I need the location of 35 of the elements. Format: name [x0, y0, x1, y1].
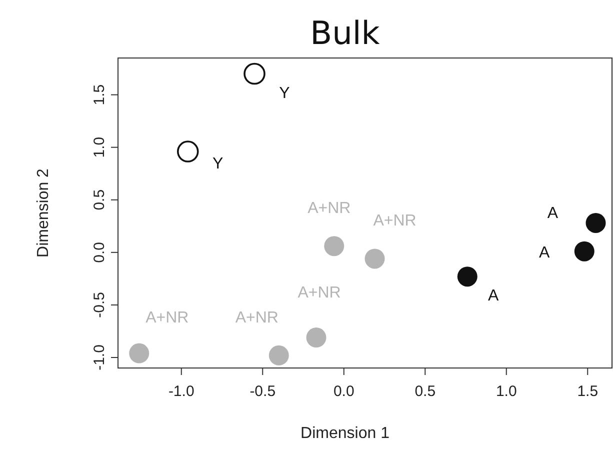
annotation: A: [547, 204, 558, 222]
annotation: A+NR: [235, 309, 278, 326]
y-tick-label: -1.0: [91, 344, 108, 370]
y-tick-label: 0.0: [91, 242, 108, 263]
annotation: A+NR: [146, 309, 189, 326]
annotation: A: [539, 244, 550, 262]
point: [306, 328, 326, 348]
point: [586, 212, 606, 233]
point: [324, 236, 344, 256]
annotation: A+NR: [373, 212, 416, 230]
x-tick-label: -1.0: [168, 383, 194, 400]
annotation: A+NR: [308, 200, 351, 218]
annotation: Y: [212, 156, 224, 173]
annotation: A: [488, 288, 500, 305]
y-tick-label: -0.5: [91, 292, 108, 318]
y-tick-label: 0.5: [91, 189, 108, 210]
point: [574, 241, 594, 262]
y-axis-title: Dimension 2: [35, 168, 52, 258]
point: [457, 266, 478, 287]
point: [268, 345, 289, 366]
x-tick-label: 0.5: [414, 383, 436, 400]
point: [176, 140, 199, 162]
point: [244, 62, 266, 85]
x-tick-label: 0.0: [333, 383, 354, 400]
annotation: A+NR: [298, 284, 341, 302]
point: [129, 343, 150, 364]
x-tick-label: -0.5: [250, 383, 276, 400]
chart-title: Bulk: [310, 14, 380, 52]
y-tick-label: 1.5: [91, 84, 108, 106]
x-tick-label: 1.5: [577, 383, 598, 400]
annotation: Y: [279, 84, 290, 102]
x-axis-title: Dimension 1: [300, 425, 390, 442]
x-tick-label: 1.0: [496, 383, 517, 400]
point: [364, 248, 385, 269]
y-tick-label: 1.0: [91, 136, 108, 158]
